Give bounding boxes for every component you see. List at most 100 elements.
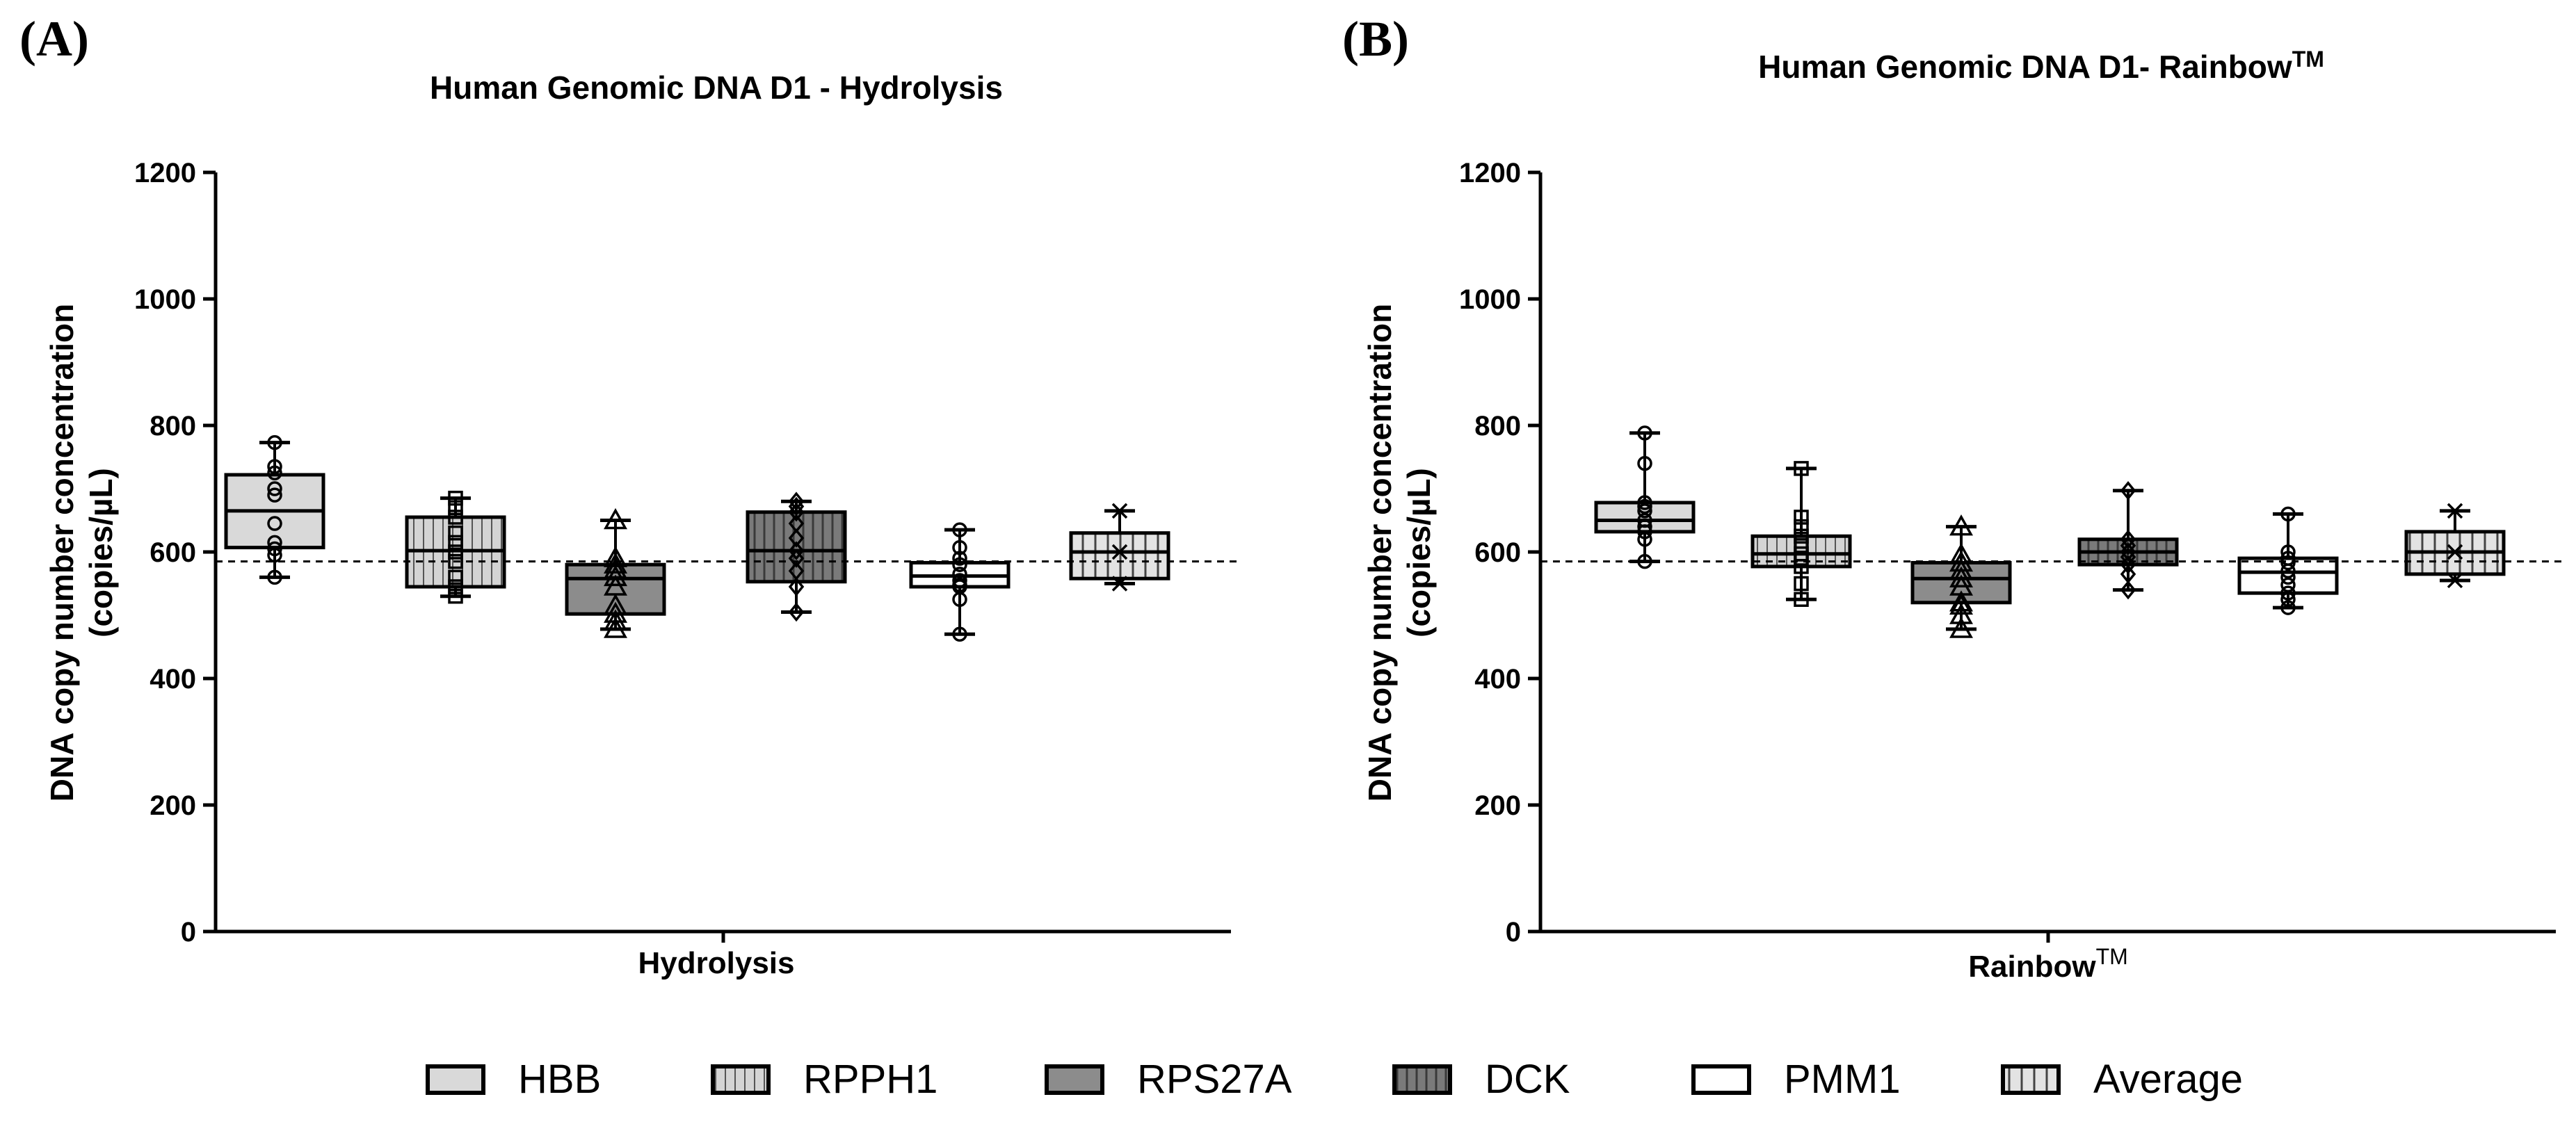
chart-b-ylabel-group: DNA copy number concentration (copies/µL… (1362, 304, 1437, 802)
chart-b-title-sup: TM (2292, 47, 2324, 72)
panel-b-label: (B) (1342, 11, 1409, 67)
data-point (1637, 503, 1652, 519)
box-iqr (1069, 531, 1170, 580)
y-tick-label: 800 (150, 411, 196, 441)
y-tick-label: 0 (181, 917, 196, 948)
chart-b-xlabel: RainbowTM (1968, 944, 2128, 984)
data-point (952, 626, 967, 642)
data-point (1111, 576, 1128, 592)
legend-label: PMM1 (1784, 1057, 1901, 1102)
data-point (448, 510, 463, 525)
data-point (1637, 553, 1652, 569)
legend-swatch (711, 1064, 771, 1095)
data-point (952, 551, 967, 566)
legend-label: Average (2093, 1057, 2243, 1102)
data-point (448, 588, 463, 604)
chart-b-plot: 0 200 400 600 800 1000 1200 (1459, 158, 2563, 948)
y-tick-label: 0 (1506, 917, 1521, 948)
legend-label: DCK (1485, 1057, 1570, 1102)
data-point (267, 541, 282, 557)
data-point (1111, 503, 1128, 519)
data-point (448, 544, 463, 560)
data-point (448, 569, 463, 585)
legend-item-rpph1: RPPH1 (711, 1057, 937, 1102)
y-tick-label: 600 (150, 537, 196, 568)
data-point (788, 514, 805, 533)
data-point (1949, 514, 1973, 536)
chart-a-ylabel-group: DNA copy number concentration (copies/µL… (44, 304, 119, 802)
data-point (952, 577, 967, 593)
data-point (2120, 480, 2136, 501)
data-point (267, 459, 282, 474)
chart-a-title: Human Genomic DNA D1 - Hydrolysis (430, 70, 1003, 106)
chart-b-ylabel: DNA copy number concentration (1362, 304, 1398, 802)
y-tick-label: 600 (1474, 537, 1521, 568)
legend-swatch (2001, 1064, 2061, 1095)
y-tick-label: 800 (1474, 411, 1521, 441)
box-average (2404, 503, 2506, 589)
data-point (1794, 510, 1809, 525)
data-point (448, 500, 463, 516)
y-tick-label: 400 (150, 664, 196, 694)
data-point (604, 557, 627, 579)
legend-label: RPPH1 (803, 1057, 937, 1102)
box-hbb (1594, 425, 1696, 569)
y-tick-label: 1000 (1459, 284, 1521, 315)
data-point (2280, 569, 2296, 585)
data-point (267, 434, 282, 450)
data-point (2447, 572, 2463, 589)
data-point (1794, 546, 1809, 562)
panel-a-label: (A) (19, 11, 89, 67)
box-rpph1 (405, 490, 506, 604)
chart-b-title-main: Human Genomic DNA D1- Rainbow (1758, 49, 2292, 85)
data-point (448, 525, 463, 541)
data-point (1637, 425, 1652, 441)
data-point (2447, 544, 2463, 560)
box-rpph1 (1750, 461, 1852, 607)
legend-item-hbb: HBB (426, 1057, 601, 1102)
data-point (1949, 590, 1973, 612)
data-point (1949, 542, 1973, 564)
y-tick-label: 1200 (1459, 158, 1521, 188)
data-point (448, 579, 463, 594)
data-point (448, 490, 463, 506)
legend-swatch (1691, 1064, 1751, 1095)
y-tick-label: 1000 (134, 284, 196, 315)
legend-item-dck: DCK (1392, 1057, 1570, 1102)
data-point (267, 516, 282, 531)
data-point (788, 577, 805, 596)
data-point (2280, 555, 2296, 571)
chart-b-xlabel-main: Rainbow (1968, 950, 2096, 984)
data-point (2280, 585, 2296, 601)
data-point (267, 487, 282, 503)
chart-b-xlabel-sup: TM (2096, 944, 2128, 969)
chart-b-title: Human Genomic DNA D1- RainbowTM (1758, 47, 2324, 85)
box-rps27a (1910, 514, 2012, 638)
legend-label: HBB (518, 1057, 601, 1102)
legend-item-average: Average (2001, 1057, 2243, 1102)
data-point (952, 522, 967, 537)
data-point (1637, 495, 1652, 510)
legend-item-rps27a: RPS27A (1045, 1057, 1292, 1102)
data-point (604, 507, 627, 530)
data-point (2280, 506, 2296, 522)
box-dck (746, 491, 847, 622)
legend-swatch (1045, 1064, 1104, 1095)
data-point (448, 553, 463, 569)
data-point (1794, 519, 1809, 535)
data-point (1794, 576, 1809, 592)
data-point (788, 561, 805, 581)
y-tick-label: 200 (150, 790, 196, 821)
data-point (952, 573, 967, 588)
data-point (604, 546, 627, 567)
data-point (2280, 544, 2296, 560)
data-point (267, 465, 282, 480)
chart-a-ylabel-unit: (copies/µL) (83, 468, 119, 637)
data-point (1637, 512, 1652, 528)
chart-panel-a: Human Genomic DNA D1 - Hydrolysis DNA co… (44, 70, 1238, 980)
legend-swatch (1392, 1064, 1452, 1095)
y-tick-label: 400 (1474, 664, 1521, 694)
box-pmm1 (909, 522, 1011, 642)
chart-a-xlabel: Hydrolysis (638, 946, 795, 980)
